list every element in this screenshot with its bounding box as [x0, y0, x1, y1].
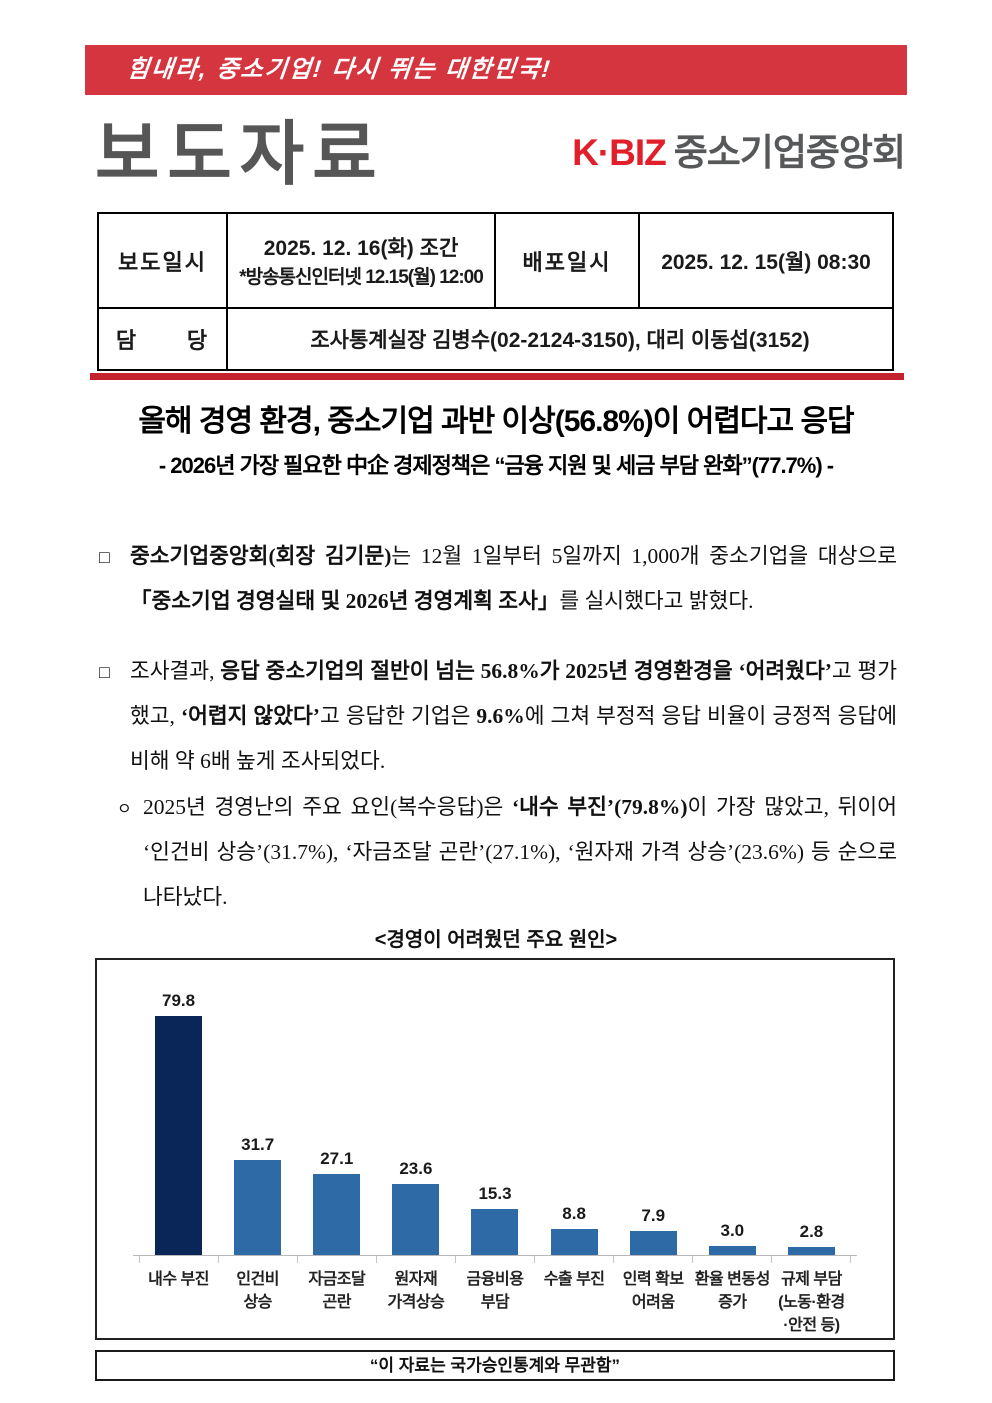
release-date-value: 2025. 12. 16(화) 조간 *방송통신인터넷 12.15(월) 12:… [226, 212, 496, 309]
bar-group: 8.8 [535, 960, 614, 1255]
circle-bullet-icon: ㅇ [117, 801, 132, 818]
kbiz-logo: K·BIZ 중소기업중앙회 [572, 122, 906, 176]
release-date-line1: 2025. 12. 16(화) 조간 [263, 237, 459, 260]
chart-plot-area: 79.8 31.7 27.1 23.6 15.3 8.8 7.9 3.0 2.8 [139, 960, 851, 1255]
contact-label: 담 당 [97, 307, 228, 371]
headline: 올해 경영 환경, 중소기업 과반 이상(56.8%)이 어렵다고 응답 [138, 405, 854, 438]
doc-type-title: 보도자료 [95, 115, 385, 193]
bar-group: 31.7 [218, 960, 297, 1255]
bar [629, 1231, 677, 1255]
axis-tick [139, 1256, 219, 1263]
paragraph-survey-intro: □ 중소기업중앙회(회장 김기문)는 12월 1일부터 5일까지 1,000개 중… [97, 534, 897, 624]
paragraph-survey-result: □ 조사결과, 응답 중소기업의 절반이 넘는 56.8%가 2025년 경영환경… [97, 649, 897, 784]
category-label: 규제 부담 (노동·환경 ·안전 등) [778, 1271, 845, 1335]
red-divider [90, 373, 904, 380]
bar-value-label: 8.8 [562, 1204, 586, 1223]
release-date-label: 보도일시 [97, 212, 228, 309]
bar-group: 15.3 [455, 960, 534, 1255]
category-label: 자금조달 곤란 [308, 1271, 366, 1312]
paragraph-text: 2025년 경영난의 주요 요인(복수응답)은 ‘내수 부진’(79.8%)이 … [143, 795, 897, 909]
axis-tick [219, 1256, 298, 1263]
info-table: 보도일시 2025. 12. 16(화) 조간 *방송통신인터넷 12.15(월… [97, 212, 894, 371]
bar-value-label: 15.3 [478, 1184, 512, 1203]
category-label: 인건비 상승 [236, 1271, 279, 1312]
paragraph-text: 중소기업중앙회(회장 김기문)는 12월 1일부터 5일까지 1,000개 중소… [130, 544, 897, 613]
bar-value-label: 23.6 [399, 1159, 433, 1178]
distribution-date-label: 배포일시 [494, 212, 640, 309]
axis-tick [377, 1256, 456, 1263]
axis-tick [693, 1256, 772, 1263]
axis-tick [614, 1256, 693, 1263]
footer-note: “이 자료는 국가승인통계와 무관함” [95, 1350, 895, 1381]
category-label: 환율 변동성 증가 [694, 1271, 771, 1312]
square-bullet-icon: □ [99, 662, 110, 682]
slogan-banner: 힘내라, 중소기업! 다시 뛰는 대한민국! [85, 45, 907, 95]
square-bullet-icon: □ [99, 547, 110, 567]
bar-value-label: 79.8 [162, 991, 196, 1010]
axis-tick [772, 1256, 851, 1263]
category-label: 원자재 가격상승 [387, 1271, 445, 1312]
x-axis-ticks [139, 1256, 851, 1263]
axis-tick [535, 1256, 614, 1263]
bar [550, 1229, 598, 1255]
axis-tick [456, 1256, 535, 1263]
bar-group: 27.1 [297, 960, 376, 1255]
contact-value: 조사통계실장 김병수(02-2124-3150), 대리 이동섭(3152) [226, 307, 894, 371]
kbiz-logo-orgname: 중소기업중앙회 [673, 132, 906, 173]
bar-group: 3.0 [693, 960, 772, 1255]
category-label: 수출 부진 [543, 1271, 605, 1288]
bar [313, 1174, 361, 1255]
paragraph-text: 조사결과, 응답 중소기업의 절반이 넘는 56.8%가 2025년 경영환경을… [130, 659, 898, 773]
x-axis-line [133, 1255, 857, 1256]
category-label: 인력 확보 어려움 [622, 1271, 684, 1312]
table-row: 보도일시 2025. 12. 16(화) 조간 *방송통신인터넷 12.15(월… [97, 212, 894, 309]
paragraph-difficulty-factors: ㅇ 2025년 경영난의 주요 요인(복수응답)은 ‘내수 부진’(79.8%)이… [115, 785, 897, 920]
kbiz-logo-mark: K·BIZ [572, 132, 667, 173]
axis-tick [298, 1256, 377, 1263]
category-label: 금융비용 부담 [466, 1271, 524, 1312]
release-date-line2: *방송통신인터넷 12.15(월) 12:00 [239, 267, 484, 288]
bar-value-label: 7.9 [641, 1206, 666, 1225]
category-label: 내수 부진 [148, 1271, 209, 1288]
category-labels: 내수 부진 인건비 상승 자금조달 곤란 원자재 가격상승 금융비용 부담 수출 부진 인력… [139, 1268, 851, 1338]
bar [787, 1247, 835, 1255]
chart-title: <경영이 어려웠던 주요 원인> [374, 929, 618, 951]
bar-group: 23.6 [376, 960, 455, 1255]
bar-group: 2.8 [772, 960, 851, 1255]
bar [471, 1209, 519, 1255]
bar [155, 1016, 203, 1255]
bar-value-label: 31.7 [241, 1135, 275, 1154]
bar-value-label: 3.0 [720, 1221, 745, 1240]
bar [392, 1184, 440, 1255]
subheadline: - 2026년 가장 필요한 中企 경제정책은 “금융 지원 및 세금 부담 완… [158, 453, 834, 478]
table-row: 담 당 조사통계실장 김병수(02-2124-3150), 대리 이동섭(315… [97, 307, 894, 371]
distribution-date-value: 2025. 12. 15(월) 08:30 [638, 212, 894, 309]
bar [234, 1160, 282, 1255]
bar-group: 7.9 [614, 960, 693, 1255]
bar-chart: 79.8 31.7 27.1 23.6 15.3 8.8 7.9 3.0 2.8 내수 부진 인건… [95, 958, 895, 1340]
slogan-text: 힘내라, 중소기업! 다시 뛰는 대한민국! [125, 56, 554, 83]
bar-value-label: 2.8 [799, 1222, 824, 1241]
bar [708, 1246, 756, 1255]
bar-group: 79.8 [139, 960, 218, 1255]
bar-value-label: 27.1 [320, 1149, 354, 1168]
